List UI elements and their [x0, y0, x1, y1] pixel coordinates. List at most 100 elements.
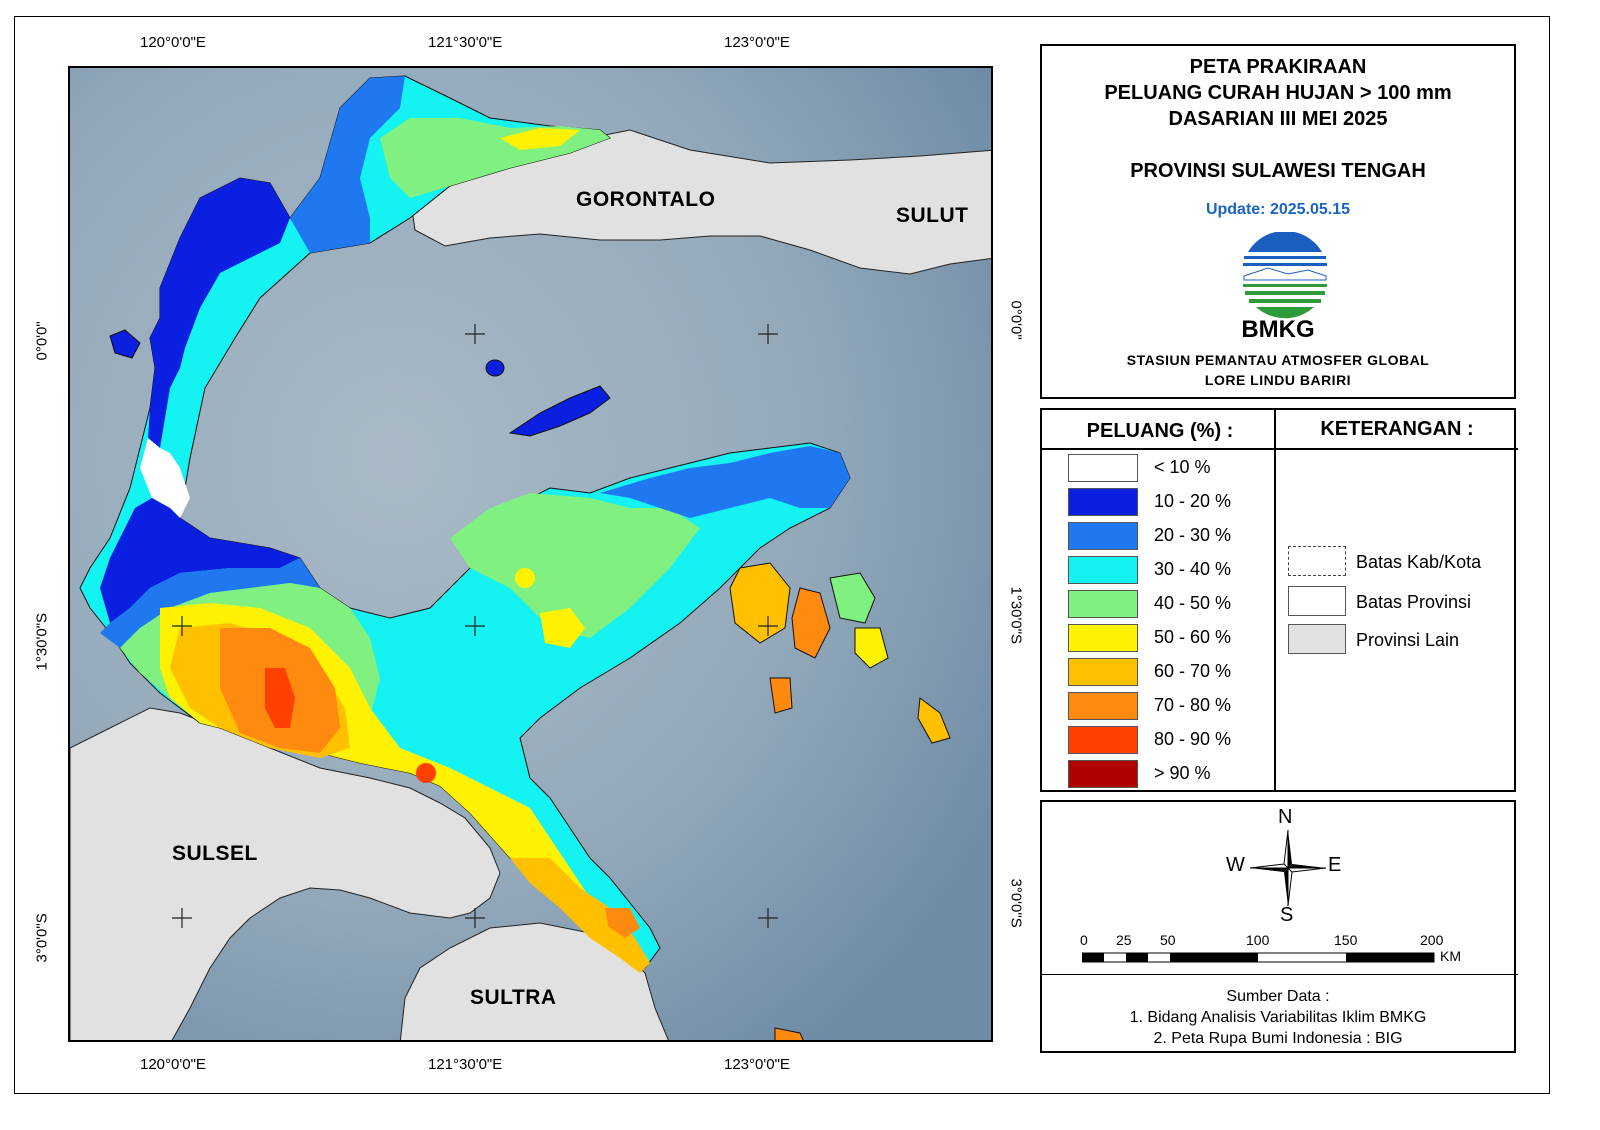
legend-label: 10 - 20 %: [1154, 491, 1232, 511]
compass-e: E: [1328, 854, 1342, 876]
label-sultra: SULTRA: [470, 986, 557, 1009]
legend-label: 70 - 80 %: [1154, 695, 1232, 715]
legend-swatch: [1068, 658, 1138, 686]
source-line-2: 2. Peta Rupa Bumi Indonesia : BIG: [1153, 1030, 1403, 1047]
province-title: PROVINSI SULAWESI TENGAH: [1130, 160, 1426, 182]
map-svg: [70, 68, 991, 1040]
zone-50-60-east: [540, 608, 585, 648]
label-gorontalo: GORONTALO: [576, 188, 716, 211]
title-line-3: DASARIAN III MEI 2025: [1168, 108, 1388, 130]
bmkg-logo-icon: [1242, 232, 1328, 320]
scale-tick-25: 25: [1116, 932, 1132, 948]
legend-label: 20 - 30 %: [1154, 525, 1232, 545]
source-line-1: 1. Bidang Analisis Variabilitas Iklim BM…: [1129, 1009, 1427, 1026]
legend-swatch: [1068, 726, 1138, 754]
banggai-island-3: [829, 572, 876, 624]
top-lon-label-2: 121°30'0"E: [428, 34, 503, 51]
left-lat-label-2: 1°30'0"S: [33, 612, 51, 671]
legend-label: 80 - 90 %: [1154, 729, 1232, 749]
legend-panel: PELUANG (%) : < 10 % 10 - 20 % 20 - 30 % 30…: [1040, 408, 1278, 792]
province-boundary-label: Batas Provinsi: [1356, 592, 1472, 612]
zone-20-30-north: [290, 76, 405, 253]
legend-label: > 90 %: [1154, 763, 1211, 783]
togean-islands: [508, 385, 611, 437]
map-area[interactable]: GORONTALO SULUT SULSEL SULTRA: [68, 66, 993, 1042]
keterangan-panel: KETERANGAN : Batas Kab/Kota Batas Provin…: [1274, 408, 1518, 792]
legend-swatch: [1068, 454, 1138, 482]
kabkota-label: Batas Kab/Kota: [1356, 552, 1482, 572]
scale-bar: [1082, 952, 1435, 963]
zone-20-30-w: [100, 558, 320, 648]
left-lat-label-3: 3°0'0"S: [33, 913, 51, 963]
nw-small-island: [109, 329, 141, 359]
gorontalo-region: [409, 129, 991, 275]
bmkg-text: BMKG: [1241, 316, 1315, 343]
banggai-island-5: [769, 677, 793, 714]
right-lat-label-2: 1°30'0"S: [1007, 586, 1025, 645]
bottom-lon-label-3: 123°0'0"E: [724, 1056, 790, 1073]
banggai-island-1: [729, 562, 791, 644]
station-line-2: LORE LINDU BARIRI: [1204, 372, 1352, 388]
keterangan-divider: [1276, 448, 1518, 450]
compass-w: W: [1226, 854, 1245, 876]
legend-swatch: [1068, 488, 1138, 516]
legend-swatch: [1068, 590, 1138, 618]
scale-unit: KM: [1440, 948, 1461, 964]
top-lon-label-1: 120°0'0"E: [140, 34, 206, 51]
sultra-region: [399, 922, 669, 1040]
info-panel: N S E W 0 25 50 100 150 200 KM Sumber Da…: [1040, 800, 1518, 1053]
graticule-crosses: [172, 324, 778, 928]
top-lon-label-3: 123°0'0"E: [724, 34, 790, 51]
zone-40-50-east: [450, 493, 700, 638]
bottom-lon-label-1: 120°0'0"E: [140, 1056, 206, 1073]
banggai-island-2: [791, 587, 831, 659]
station-line-1: STASIUN PEMANTAU ATMOSFER GLOBAL: [1126, 352, 1430, 368]
compass-rose-icon: [1249, 829, 1327, 907]
legend-swatch: [1068, 692, 1138, 720]
label-sulut: SULUT: [896, 204, 969, 227]
label-sulsel: SULSEL: [172, 842, 258, 865]
zone-50-60-north: [500, 128, 580, 150]
scale-tick-0: 0: [1080, 932, 1088, 948]
legend-label: < 10 %: [1154, 457, 1211, 477]
legend-label: 50 - 60 %: [1154, 627, 1232, 647]
scale-tick-50: 50: [1160, 932, 1176, 948]
zone-80-90-sw: [265, 668, 295, 728]
compass-n: N: [1278, 806, 1293, 828]
update-date: Update: 2025.05.15: [1205, 201, 1351, 218]
other-province-label: Provinsi Lain: [1356, 630, 1460, 650]
right-lat-label-1: 0°0'0": [1007, 300, 1025, 340]
banggai-island-4: [854, 627, 889, 669]
legend-swatch: [1068, 760, 1138, 788]
southeast-island: [774, 1027, 804, 1040]
legend-swatch: [1068, 624, 1138, 652]
left-lat-label-1: 0°0'0": [33, 321, 51, 361]
scale-tick-150: 150: [1334, 932, 1358, 948]
zone-70-80-se: [605, 908, 640, 938]
title-panel: PETA PRAKIRAAN PELUANG CURAH HUJAN > 100…: [1040, 44, 1516, 399]
scale-tick-200: 200: [1420, 932, 1444, 948]
legend-label: 40 - 50 %: [1154, 593, 1232, 613]
scale-tick-100: 100: [1246, 932, 1270, 948]
zone-50-60-spot: [515, 568, 535, 588]
keterangan-title: KETERANGAN :: [1320, 418, 1474, 440]
zone-below-10: [140, 438, 190, 518]
info-divider: [1042, 974, 1518, 975]
legend-divider: [1042, 448, 1278, 450]
source-title: Sumber Data :: [1226, 988, 1330, 1005]
banggai-island-6: [917, 697, 951, 744]
kabkota-boundary-swatch: [1288, 546, 1346, 576]
zone-60-70-se: [510, 858, 650, 973]
title-line-1: PETA PRAKIRAAN: [1189, 56, 1367, 78]
bottom-lon-label-2: 121°30'0"E: [428, 1056, 503, 1073]
right-lat-label-3: 3°0'0"S: [1007, 878, 1025, 928]
map-frame: [14, 16, 1550, 1094]
zone-10-20-nw: [148, 178, 290, 448]
una-una-island: [485, 359, 505, 377]
legend-label: 60 - 70 %: [1154, 661, 1232, 681]
other-province-swatch: [1288, 624, 1346, 654]
province-boundary-swatch: [1288, 586, 1346, 616]
compass-s: S: [1280, 904, 1294, 926]
legend-title: PELUANG (%) :: [1086, 420, 1234, 442]
zone-10-20-w: [100, 498, 300, 623]
